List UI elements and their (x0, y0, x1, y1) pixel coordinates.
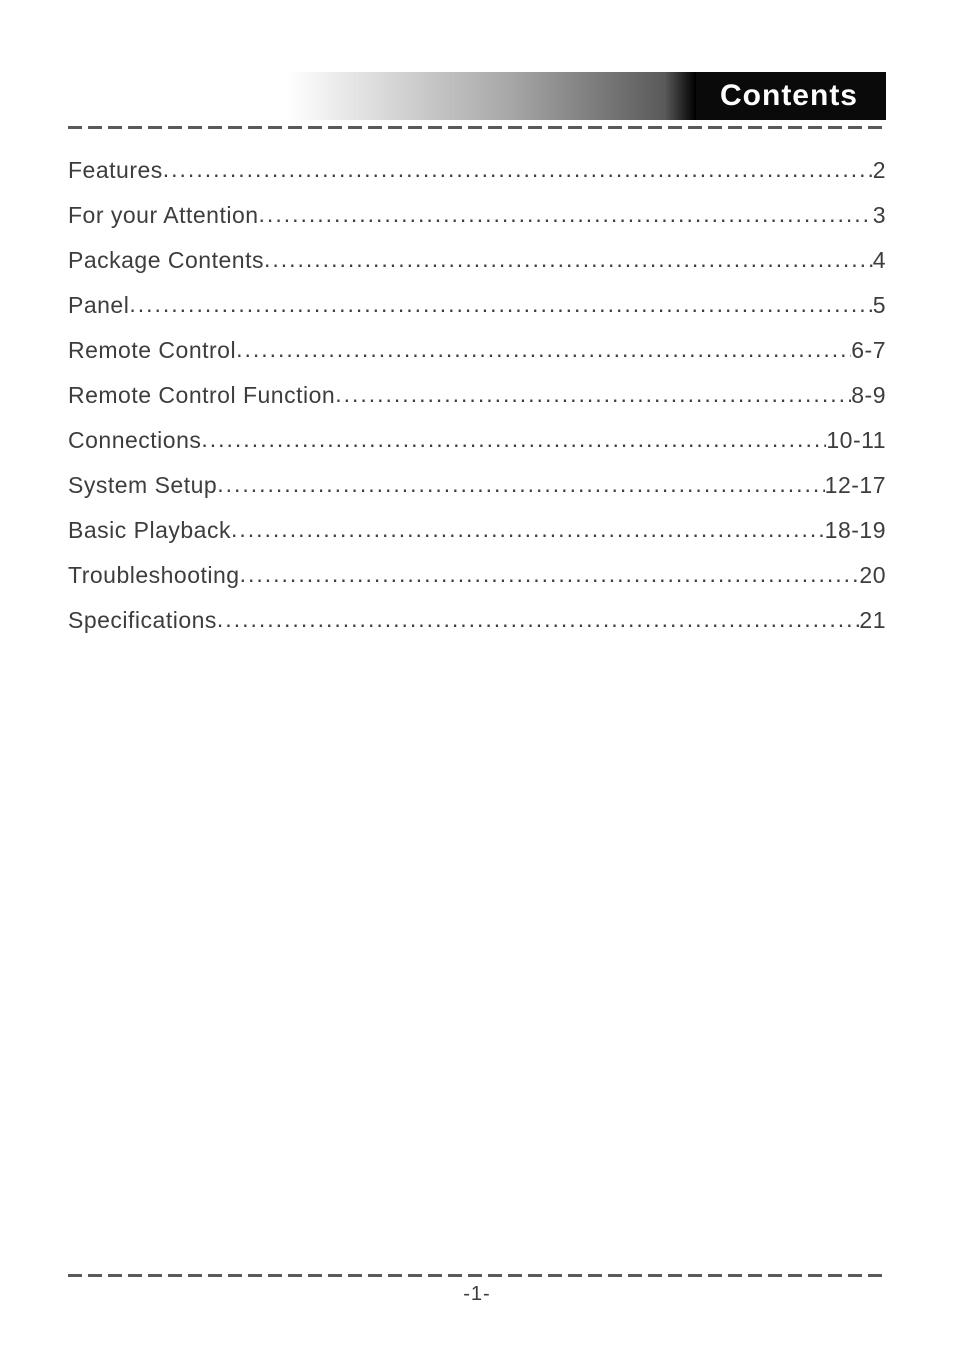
toc-page: 4 (873, 247, 886, 274)
toc-leader-dots (163, 156, 873, 183)
toc-page: 21 (859, 607, 886, 634)
toc-leader-dots (236, 336, 851, 363)
toc-row: System Setup 12-17 (68, 472, 886, 499)
toc-page: 3 (873, 202, 886, 229)
toc-row: Connections 10-11 (68, 427, 886, 454)
toc-row: Features 2 (68, 157, 886, 184)
bottom-dash-rule (68, 1274, 886, 1277)
top-dash-rule (68, 126, 886, 129)
toc-page: 5 (873, 292, 886, 319)
header-gradient (68, 72, 696, 120)
toc-page: 20 (859, 562, 886, 589)
toc-row: Specifications 21 (68, 607, 886, 634)
footer: -1- (68, 1272, 886, 1306)
toc-leader-dots (264, 246, 873, 273)
page-number: -1- (68, 1283, 886, 1306)
header-bar: Contents (68, 72, 886, 120)
page-title: Contents (696, 72, 886, 120)
toc-leader-dots (217, 471, 824, 498)
toc-row: Remote Control Function 8-9 (68, 382, 886, 409)
toc-row: Troubleshooting 20 (68, 562, 886, 589)
toc-title: For your Attention (68, 202, 259, 229)
toc-title: Connections (68, 427, 201, 454)
toc-row: Package Contents 4 (68, 247, 886, 274)
toc-leader-dots (231, 516, 825, 543)
toc-title: Troubleshooting (68, 562, 240, 589)
toc-page: 12-17 (825, 472, 886, 499)
toc-title: Panel (68, 292, 129, 319)
toc-leader-dots (335, 381, 851, 408)
toc-row: Panel 5 (68, 292, 886, 319)
page-container: Contents Features 2 For your Attention 3… (0, 0, 954, 1354)
toc-title: Features (68, 157, 163, 184)
toc-row: Remote Control 6-7 (68, 337, 886, 364)
toc-row: Basic Playback 18-19 (68, 517, 886, 544)
toc-leader-dots (259, 201, 873, 228)
toc-title: Specifications (68, 607, 217, 634)
toc-page: 6-7 (851, 337, 886, 364)
toc-page: 2 (873, 157, 886, 184)
toc-leader-dots (240, 561, 860, 588)
toc-page: 8-9 (851, 382, 886, 409)
toc-title: Remote Control (68, 337, 236, 364)
toc-title: Package Contents (68, 247, 264, 274)
content-spacer (68, 652, 886, 1272)
toc-leader-dots (217, 606, 859, 633)
toc-title: Remote Control Function (68, 382, 335, 409)
toc-page: 18-19 (825, 517, 886, 544)
toc-leader-dots (129, 291, 872, 318)
toc-title: System Setup (68, 472, 217, 499)
toc-row: For your Attention 3 (68, 202, 886, 229)
toc-leader-dots (201, 426, 826, 453)
toc-title: Basic Playback (68, 517, 231, 544)
toc-page: 10-11 (826, 427, 886, 454)
table-of-contents: Features 2 For your Attention 3 Package … (68, 157, 886, 652)
